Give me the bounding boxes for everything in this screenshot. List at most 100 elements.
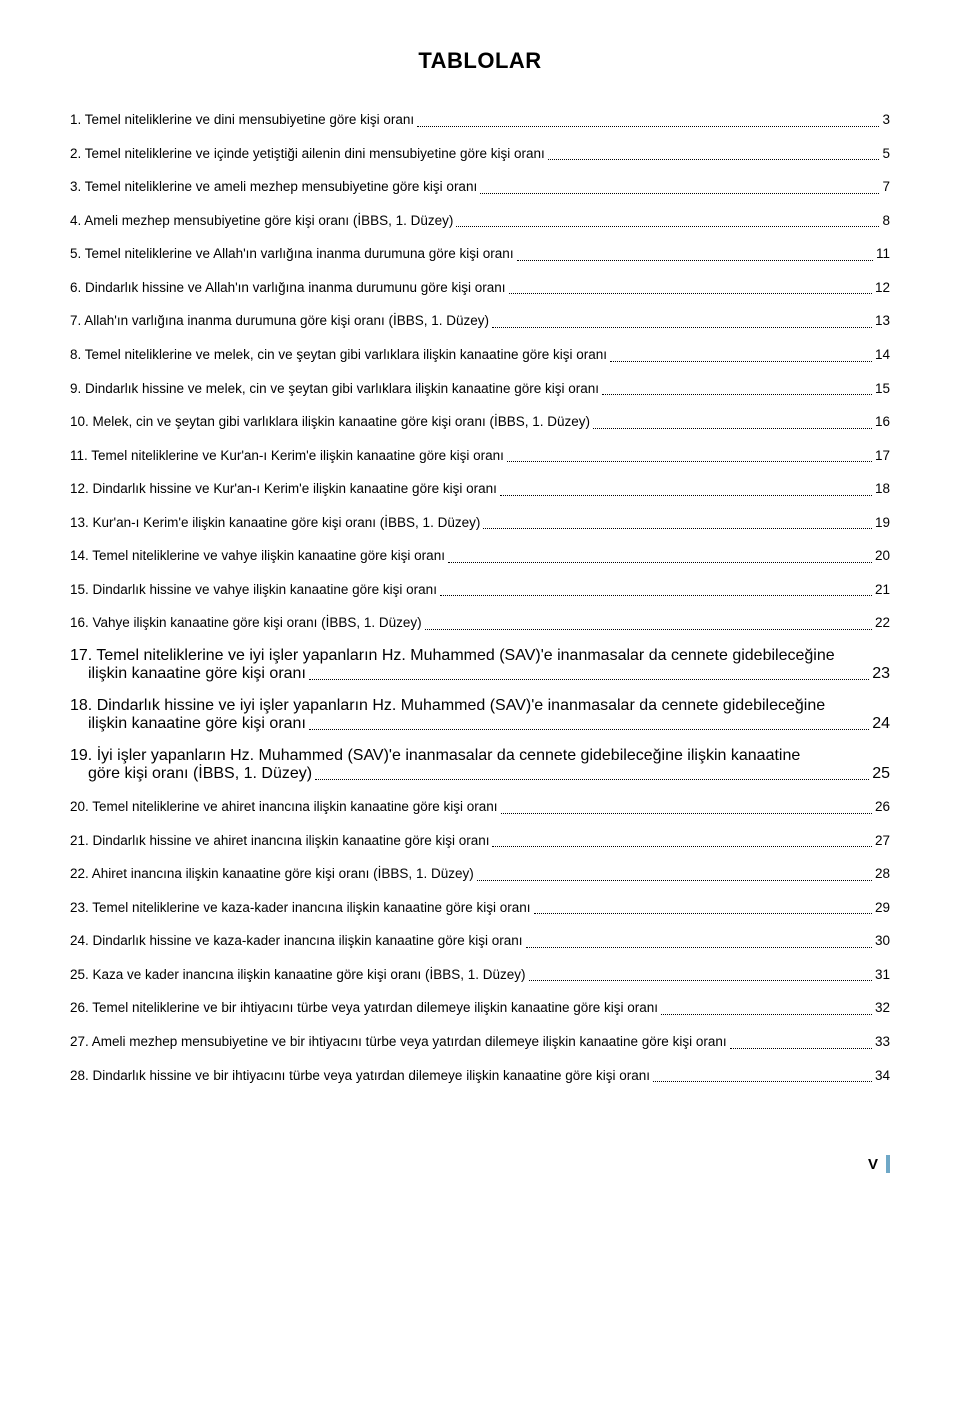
page-title: TABLOLAR	[70, 48, 890, 74]
toc-entry-page: 11	[876, 244, 890, 264]
toc-entry: 16. Vahye ilişkin kanaatine göre kişi or…	[70, 613, 890, 633]
toc-leader	[309, 717, 869, 730]
toc-entry-text: 4. Ameli mezhep mensubiyetine göre kişi …	[70, 211, 453, 231]
toc-entry-page: 31	[875, 965, 890, 985]
toc-entry-text: 2. Temel niteliklerine ve içinde yetişti…	[70, 144, 545, 164]
page-number: V	[868, 1156, 878, 1173]
toc-leader	[492, 836, 871, 847]
toc-entry-page: 34	[875, 1066, 890, 1086]
toc-entry-text: göre kişi oranı (İBBS, 1. Düzey)	[70, 765, 312, 783]
toc-leader	[309, 667, 869, 680]
toc-entry-text: 22. Ahiret inancına ilişkin kanaatine gö…	[70, 864, 474, 884]
toc-entry-page: 19	[875, 513, 890, 533]
toc-entry: 20. Temel niteliklerine ve ahiret inancı…	[70, 797, 890, 817]
toc-entry-page: 24	[872, 715, 890, 733]
toc-entry-text: 28. Dindarlık hissine ve bir ihtiyacını …	[70, 1066, 650, 1086]
toc-entry-page: 27	[875, 831, 890, 851]
toc-leader	[483, 519, 872, 530]
toc-entry-page: 16	[875, 412, 890, 432]
toc-leader	[440, 586, 872, 597]
toc-leader	[315, 767, 869, 780]
toc-entry: 18. Dindarlık hissine ve iyi işler yapan…	[70, 697, 890, 733]
toc-entry-page: 23	[872, 665, 890, 683]
toc-leader	[492, 317, 872, 328]
toc-entry: 22. Ahiret inancına ilişkin kanaatine gö…	[70, 864, 890, 884]
toc-entry-text: 9. Dindarlık hissine ve melek, cin ve şe…	[70, 379, 599, 399]
toc-entry-page: 32	[875, 998, 890, 1018]
toc-entry-text: 18. Dindarlık hissine ve iyi işler yapan…	[70, 697, 890, 715]
toc-entry-text: 7. Allah'ın varlığına inanma durumuna gö…	[70, 311, 489, 331]
toc-leader	[610, 351, 872, 362]
toc-entry-text: 26. Temel niteliklerine ve bir ihtiyacın…	[70, 998, 658, 1018]
toc-leader	[526, 937, 872, 948]
toc-entry-text: 11. Temel niteliklerine ve Kur'an-ı Keri…	[70, 446, 504, 466]
toc-entry-page: 18	[875, 479, 890, 499]
footer-mark-icon	[886, 1155, 890, 1173]
toc-entry: 7. Allah'ın varlığına inanma durumuna gö…	[70, 311, 890, 331]
toc-leader	[500, 485, 872, 496]
toc-entry: 11. Temel niteliklerine ve Kur'an-ı Keri…	[70, 446, 890, 466]
toc-entry-text: 15. Dindarlık hissine ve vahye ilişkin k…	[70, 580, 437, 600]
toc-entry-page: 15	[875, 379, 890, 399]
toc-leader	[501, 803, 872, 814]
toc-entry-text: 14. Temel niteliklerine ve vahye ilişkin…	[70, 546, 445, 566]
toc-entry-page: 13	[875, 311, 890, 331]
toc-entry: 25. Kaza ve kader inancına ilişkin kanaa…	[70, 965, 890, 985]
toc-leader	[456, 216, 879, 227]
toc-entry: 8. Temel niteliklerine ve melek, cin ve …	[70, 345, 890, 365]
toc-leader	[425, 619, 872, 630]
toc-entry: 6. Dindarlık hissine ve Allah'ın varlığı…	[70, 278, 890, 298]
page-footer: V	[70, 1155, 890, 1173]
toc-entry-page: 3	[882, 110, 890, 130]
toc-entry-text: 12. Dindarlık hissine ve Kur'an-ı Kerim'…	[70, 479, 497, 499]
toc-leader	[509, 284, 872, 295]
toc-entry: 4. Ameli mezhep mensubiyetine göre kişi …	[70, 211, 890, 231]
toc-entry-page: 12	[875, 278, 890, 298]
toc-entry: 26. Temel niteliklerine ve bir ihtiyacın…	[70, 998, 890, 1018]
toc-entry: 28. Dindarlık hissine ve bir ihtiyacını …	[70, 1066, 890, 1086]
toc-entry: 19. İyi işler yapanların Hz. Muhammed (S…	[70, 747, 890, 783]
toc-entry: 12. Dindarlık hissine ve Kur'an-ı Kerim'…	[70, 479, 890, 499]
toc-entry-text: 1. Temel niteliklerine ve dini mensubiye…	[70, 110, 414, 130]
toc-entry-page: 8	[882, 211, 890, 231]
toc-leader	[730, 1038, 872, 1049]
toc-entry: 24. Dindarlık hissine ve kaza-kader inan…	[70, 931, 890, 951]
toc-entry-text: 17. Temel niteliklerine ve iyi işler yap…	[70, 647, 890, 665]
toc-entry: 13. Kur'an-ı Kerim'e ilişkin kanaatine g…	[70, 513, 890, 533]
toc-leader	[593, 418, 872, 429]
toc-entry-text: 8. Temel niteliklerine ve melek, cin ve …	[70, 345, 607, 365]
toc-entry-page: 30	[875, 931, 890, 951]
toc-entry-text: 5. Temel niteliklerine ve Allah'ın varlı…	[70, 244, 514, 264]
toc-entry-page: 26	[875, 797, 890, 817]
toc-entry: 3. Temel niteliklerine ve ameli mezhep m…	[70, 177, 890, 197]
toc-entry: 14. Temel niteliklerine ve vahye ilişkin…	[70, 546, 890, 566]
toc-entry-text: 25. Kaza ve kader inancına ilişkin kanaa…	[70, 965, 526, 985]
toc-entry-page: 7	[882, 177, 890, 197]
toc-entry-text: 21. Dindarlık hissine ve ahiret inancına…	[70, 831, 489, 851]
toc-entry: 21. Dindarlık hissine ve ahiret inancına…	[70, 831, 890, 851]
toc-entry-text: ilişkin kanaatine göre kişi oranı	[70, 665, 306, 683]
toc-entry-page: 20	[875, 546, 890, 566]
toc-leader	[548, 149, 880, 160]
toc-entry-page: 17	[875, 446, 890, 466]
toc-entry: 9. Dindarlık hissine ve melek, cin ve şe…	[70, 379, 890, 399]
toc-entry: 10. Melek, cin ve şeytan gibi varlıklara…	[70, 412, 890, 432]
toc-entry: 15. Dindarlık hissine ve vahye ilişkin k…	[70, 580, 890, 600]
toc-entry-text: 6. Dindarlık hissine ve Allah'ın varlığı…	[70, 278, 506, 298]
toc-entry-text: 24. Dindarlık hissine ve kaza-kader inan…	[70, 931, 523, 951]
toc-leader	[653, 1071, 872, 1082]
toc-entry-page: 21	[875, 580, 890, 600]
toc-entry-text: 20. Temel niteliklerine ve ahiret inancı…	[70, 797, 498, 817]
toc-leader	[480, 183, 879, 194]
toc-leader	[417, 116, 879, 127]
toc-entry: 5. Temel niteliklerine ve Allah'ın varlı…	[70, 244, 890, 264]
toc-entry-page: 33	[875, 1032, 890, 1052]
toc-leader	[517, 250, 873, 261]
toc-entry-text: 3. Temel niteliklerine ve ameli mezhep m…	[70, 177, 477, 197]
toc-entry: 17. Temel niteliklerine ve iyi işler yap…	[70, 647, 890, 683]
toc-entry-text: 27. Ameli mezhep mensubiyetine ve bir ih…	[70, 1032, 727, 1052]
toc-entry-text: 10. Melek, cin ve şeytan gibi varlıklara…	[70, 412, 590, 432]
toc-entry-page: 22	[875, 613, 890, 633]
toc-entry-page: 25	[872, 765, 890, 783]
toc-leader	[477, 870, 872, 881]
